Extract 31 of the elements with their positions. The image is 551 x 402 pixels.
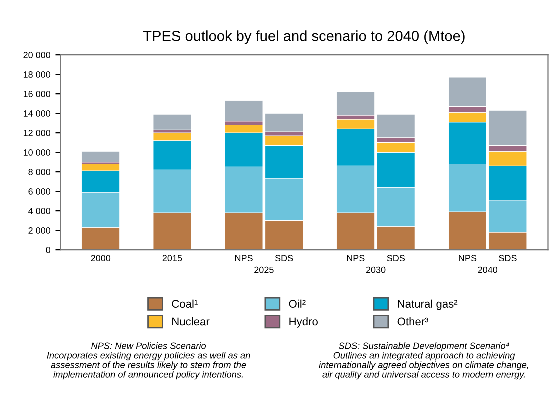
text: 2040 <box>478 266 498 274</box>
legend-label: Oil² <box>289 300 306 308</box>
x-tick-label: SDS <box>499 255 517 262</box>
legend-label: Hydro <box>290 318 318 328</box>
x-tick-label: 2000 <box>91 255 111 262</box>
x-tick-label: NPS <box>235 255 253 262</box>
y-tick-label: 16 000 <box>24 91 51 98</box>
text: 2030 <box>366 266 386 274</box>
legend-label: Coal¹ <box>172 300 198 308</box>
y-tick-label: 20 000 <box>24 52 51 58</box>
x-tick-label: SDS <box>275 255 294 262</box>
legend-label: Nuclear <box>172 318 210 326</box>
y-tick-label: 6 000 <box>28 188 51 195</box>
y-tick-label: 12 000 <box>24 130 51 136</box>
x-tick-label: 2015 <box>162 255 182 262</box>
text: 2025 <box>254 266 274 274</box>
text: SDS: Sustainable Development Scenario⁴ Outlines an integrated approach to achieving internationally agreed objectives on climate change, air quality and universal access to modern energy. <box>319 342 528 380</box>
y-tick-label: 2 000 <box>28 228 51 234</box>
x-tick-label: SDS <box>387 255 406 262</box>
y-tick-label: 4 000 <box>28 208 51 214</box>
y-tick-label: 14 000 <box>24 110 51 117</box>
legend-label: Natural gas² <box>398 300 458 310</box>
x-tick-label: NPS <box>347 255 365 262</box>
y-tick-label: 8 000 <box>28 169 51 176</box>
legend-label: Other³ <box>398 318 429 326</box>
y-tick-label: 0 <box>46 247 51 254</box>
x-tick-label: NPS <box>459 255 477 262</box>
text: NPS: New Policies Scenario Incorporates existing energy policies as well as an assessment of the results likely to stem from the implementation of announced policy intentions. <box>47 342 250 380</box>
chart-title: TPES outlook by fuel and scenario to 2040 (Mtoe) <box>143 30 465 44</box>
y-tick-label: 18 000 <box>24 72 51 78</box>
y-tick-label: 10 000 <box>24 150 51 156</box>
